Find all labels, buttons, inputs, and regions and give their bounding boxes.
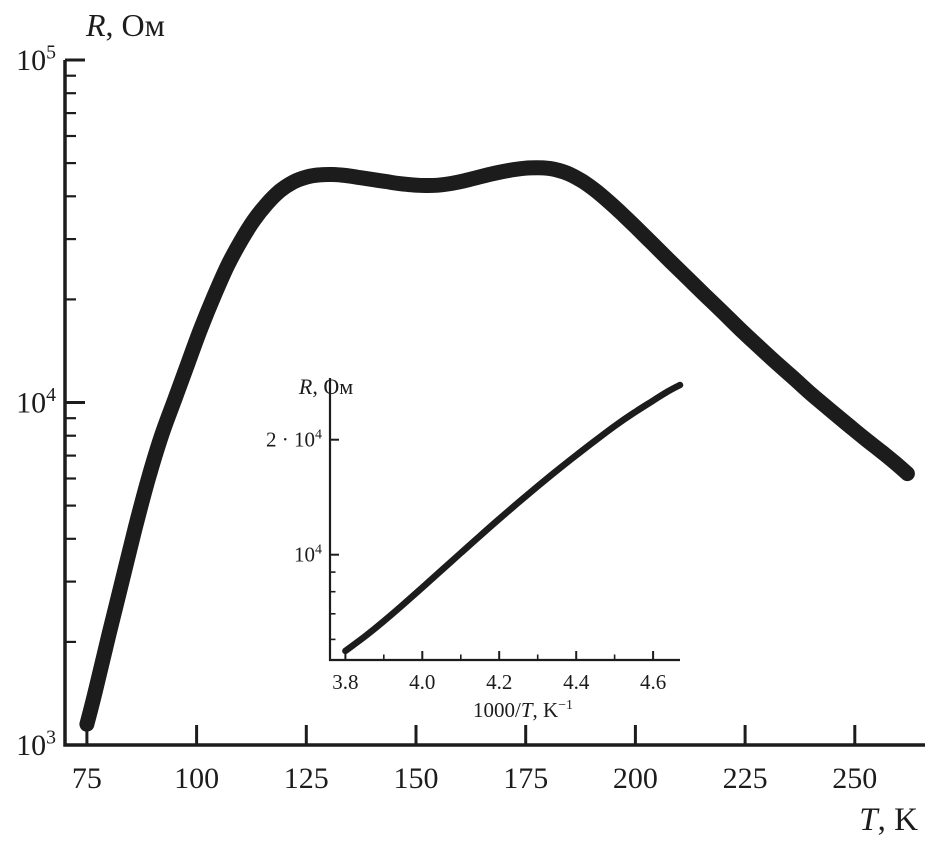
main-series-curve xyxy=(79,160,915,732)
inset-axes xyxy=(328,378,680,662)
inset-x-tick-label: 3.8 xyxy=(332,670,358,694)
main-x-tick-label: 200 xyxy=(613,762,658,795)
inset-xlabel: 1000/T, K−1 xyxy=(473,698,573,722)
main-x-tick-label: 100 xyxy=(174,762,219,795)
inset-x-tick-label: 4.4 xyxy=(563,670,590,694)
main-y-tick-label: 104 xyxy=(16,384,56,419)
inset-x-tick-label: 4.2 xyxy=(486,670,512,694)
inset-y-tick-label: 2 · 104 xyxy=(266,428,322,452)
inset-chart: 2 · 104 104 3.8 4.0 4.2 4.4 4.6 R, Ом 1000/T, K−… xyxy=(266,374,684,722)
main-x-tick-label: 250 xyxy=(832,762,877,795)
main-x-tick-label: 175 xyxy=(503,762,548,795)
main-ylabel: R, Ом xyxy=(85,7,165,43)
main-xlabel: T, K xyxy=(859,802,918,838)
main-x-tick-label: 225 xyxy=(723,762,768,795)
main-axes xyxy=(63,60,925,747)
inset-series-curve xyxy=(342,381,684,655)
inset-ylabel: R, Ом xyxy=(298,374,353,399)
inset-x-tick-label: 4.6 xyxy=(640,670,666,694)
main-chart: 105 104 103 75 100 125 150 175 200 225 250 R, Ом T, … xyxy=(16,7,925,838)
main-y-tick-label: 103 xyxy=(16,727,56,762)
main-y-tick-label: 105 xyxy=(16,42,56,77)
main-x-tick-label: 125 xyxy=(284,762,329,795)
main-x-tick-label: 75 xyxy=(72,762,102,795)
inset-x-tick-label: 4.0 xyxy=(409,670,435,694)
main-x-tick-label: 150 xyxy=(394,762,439,795)
inset-y-tick-label: 104 xyxy=(294,543,322,567)
